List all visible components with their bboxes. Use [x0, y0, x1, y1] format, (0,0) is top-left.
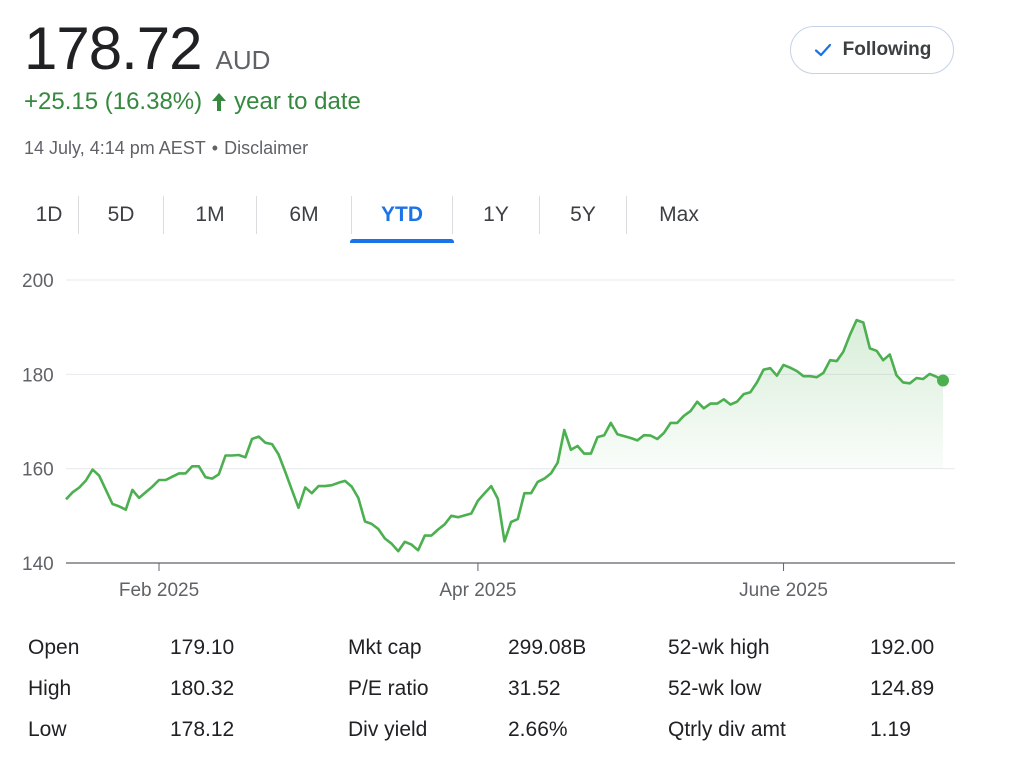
tab-5d[interactable]: 5D — [107, 203, 135, 226]
tab-1y[interactable]: 1Y — [483, 203, 509, 226]
tab-separator — [452, 196, 453, 234]
tab-max[interactable]: Max — [659, 203, 699, 226]
meta-separator: • — [211, 138, 219, 158]
change-value: +25.15 (16.38%) — [24, 88, 203, 115]
disclaimer-link[interactable]: Disclaimer — [224, 138, 309, 158]
change-period: year to date — [234, 88, 361, 115]
stat-value: 179.10 — [170, 636, 235, 659]
tab-separator — [351, 196, 352, 234]
tab-separator — [539, 196, 540, 234]
tab-separator — [256, 196, 257, 234]
stat-value: 192.00 — [870, 636, 935, 659]
stat-value: 1.19 — [870, 718, 911, 741]
stat-label: Qtrly div amt — [668, 718, 786, 741]
following-button[interactable]: Following — [790, 26, 954, 74]
stat-value: 124.89 — [870, 677, 935, 700]
y-tick-label: 200 — [22, 271, 54, 292]
stat-value: 178.12 — [170, 718, 235, 741]
stat-label: P/E ratio — [348, 677, 429, 700]
tab-1m[interactable]: 1M — [195, 203, 225, 226]
currency-label: AUD — [215, 45, 271, 75]
stat-value: 2.66% — [508, 718, 568, 741]
price-line — [65, 318, 944, 553]
tab-6m[interactable]: 6M — [289, 203, 319, 226]
arrow-up-icon — [212, 93, 227, 111]
stat-value: 299.08B — [508, 636, 587, 659]
x-tick-label: Feb 2025 — [119, 580, 199, 601]
x-tick-label: June 2025 — [739, 580, 828, 601]
stat-value: 180.32 — [170, 677, 235, 700]
current-price: 178.72 — [24, 15, 203, 82]
x-tick-label: Apr 2025 — [439, 580, 516, 601]
tab-ytd[interactable]: YTD — [350, 193, 454, 243]
price-chart: 140 160 180 200 Feb 2025 Apr 2025 June 2025 — [22, 271, 955, 601]
stat-label: 52-wk low — [668, 677, 762, 700]
tab-1d[interactable]: 1D — [35, 203, 63, 226]
quote-meta: 14 July, 4:14 pm AEST • Disclaimer — [24, 138, 308, 159]
check-icon — [814, 43, 831, 57]
tab-separator — [78, 196, 79, 234]
stat-label: Low — [28, 718, 67, 741]
stat-label: High — [28, 677, 72, 700]
y-tick-label: 140 — [22, 554, 54, 575]
y-tick-label: 180 — [22, 365, 54, 386]
timestamp: 14 July, 4:14 pm AEST — [24, 138, 206, 158]
stat-value: 31.52 — [508, 677, 561, 700]
stat-label: Open — [28, 636, 80, 659]
tab-5y[interactable]: 5Y — [570, 203, 596, 226]
price-change: +25.15 (16.38%) year to date — [24, 88, 361, 116]
price-header: 178.72 AUD — [24, 14, 270, 83]
stat-label: 52-wk high — [668, 636, 770, 659]
stat-label: Div yield — [348, 718, 428, 741]
y-tick-label: 160 — [22, 460, 54, 481]
price-area-fill — [531, 320, 943, 494]
following-button-label: Following — [842, 39, 932, 60]
stat-label: Mkt cap — [348, 636, 422, 659]
range-tabs: 1D 5D 1M 6M YTD 1Y 5Y Max — [20, 193, 731, 243]
tab-separator — [626, 196, 627, 234]
tab-separator — [163, 196, 164, 234]
latest-price-point — [937, 374, 949, 387]
